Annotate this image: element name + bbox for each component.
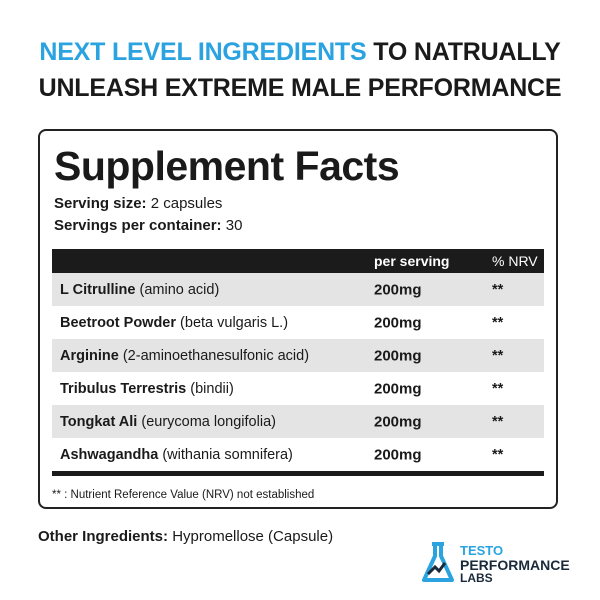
- amount: 200mg: [374, 446, 422, 463]
- ingredient: Ashwagandha (withania somnifera): [60, 447, 293, 463]
- nrv: **: [492, 347, 504, 364]
- headline-text: UNLEASH EXTREME MALE PERFORMANCE: [38, 74, 562, 102]
- ingredient-name: Beetroot Powder: [60, 314, 177, 331]
- ingredient: Tongkat Ali (eurycoma longifolia): [60, 414, 276, 430]
- table-header: per serving % NRV: [52, 249, 544, 273]
- amount: 200mg: [374, 413, 422, 430]
- nrv: **: [492, 281, 504, 298]
- ingredient-name: Ashwagandha: [60, 446, 159, 463]
- headline-highlight: NEXT LEVEL INGREDIENTS: [39, 38, 367, 66]
- ingredient: Beetroot Powder (beta vulgaris L.): [60, 315, 288, 331]
- column-header: % NRV: [492, 253, 538, 269]
- table-row: Beetroot Powder (beta vulgaris L.) 200mg *…: [52, 306, 544, 339]
- facts-title: Supplement Facts: [54, 143, 400, 189]
- table-row: Ashwagandha (withania somnifera) 200mg **: [52, 438, 544, 471]
- ingredient-detail: (withania somnifera): [162, 446, 293, 463]
- nrv: **: [492, 314, 504, 331]
- other-ingredients: Other Ingredients: Hypromellose (Capsule…: [38, 528, 333, 545]
- amount: 200mg: [374, 380, 422, 397]
- value: 2 capsules: [150, 195, 223, 212]
- facts-panel: Supplement Facts Serving size: 2 capsule…: [38, 129, 558, 509]
- value: Hypromellose (Capsule): [172, 528, 334, 545]
- table-row: Tribulus Terrestris (bindii) 200mg **: [52, 372, 544, 405]
- ingredient-name: L Citrulline: [60, 281, 136, 298]
- ingredient: Arginine (2-aminoethanesulfonic acid): [60, 348, 309, 364]
- label: Serving size:: [54, 195, 147, 212]
- ingredient: L Citrulline (amino acid): [60, 282, 219, 298]
- ingredient-detail: (beta vulgaris L.): [180, 314, 289, 331]
- table-row: Arginine (2-aminoethanesulfonic acid) 200…: [52, 339, 544, 372]
- footnote: ** : Nutrient Reference Value (NRV) not …: [52, 489, 315, 501]
- ingredient-name: Tribulus Terrestris: [60, 380, 187, 397]
- facts-table: per serving % NRV L Citrulline (amino ac…: [52, 249, 544, 476]
- headline-text: TO NATRUALLY: [373, 38, 561, 66]
- nrv: **: [492, 446, 504, 463]
- table-bottom-bar: [52, 471, 544, 476]
- label: Servings per container:: [54, 217, 222, 234]
- logo-text: TESTO: [460, 543, 504, 558]
- headline: NEXT LEVEL INGREDIENTS TO NATRUALLY UNLE…: [0, 34, 600, 106]
- nrv: **: [492, 380, 504, 397]
- logo-text: LABS: [460, 571, 493, 585]
- amount: 200mg: [374, 314, 422, 331]
- brand-logo: TESTO PERFORMANCE LABS: [420, 540, 590, 585]
- ingredient-detail: (eurycoma longifolia): [141, 413, 276, 430]
- serving-size: Serving size: 2 capsules: [54, 195, 222, 212]
- ingredient-detail: (amino acid): [139, 281, 220, 298]
- ingredient-name: Arginine: [60, 347, 119, 364]
- ingredient-detail: (bindii): [190, 380, 234, 397]
- table-row: Tongkat Ali (eurycoma longifolia) 200mg **: [52, 405, 544, 438]
- logo-text: PERFORMANCE: [460, 557, 570, 573]
- value: 30: [225, 217, 243, 234]
- table-row: L Citrulline (amino acid) 200mg **: [52, 273, 544, 306]
- servings-per-container: Servings per container: 30: [54, 217, 242, 234]
- amount: 200mg: [374, 347, 422, 364]
- ingredient: Tribulus Terrestris (bindii): [60, 381, 234, 397]
- amount: 200mg: [374, 281, 422, 298]
- flask-icon: [422, 542, 454, 582]
- label: Other Ingredients:: [38, 528, 169, 545]
- ingredient-detail: (2-aminoethanesulfonic acid): [122, 347, 310, 364]
- ingredient-name: Tongkat Ali: [60, 413, 138, 430]
- column-header: per serving: [374, 253, 450, 269]
- nrv: **: [492, 413, 504, 430]
